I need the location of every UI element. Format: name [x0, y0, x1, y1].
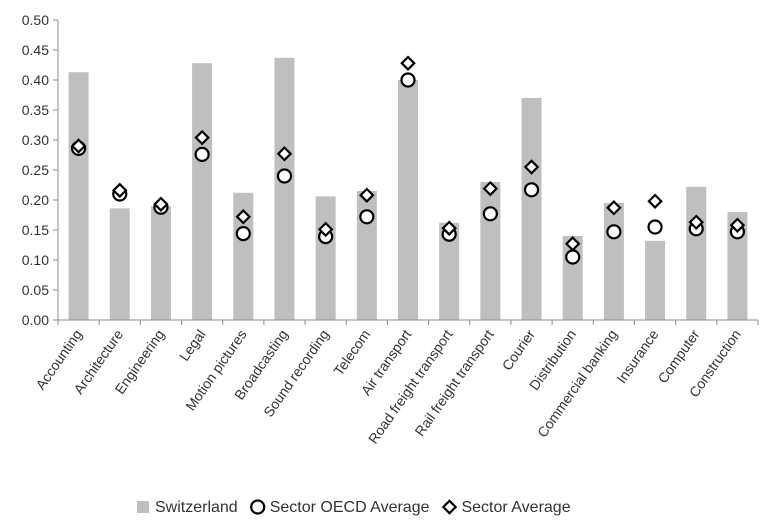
diamond-marker [359, 187, 375, 203]
x-tick-label: Rail freight transport [411, 326, 496, 439]
bar [439, 222, 460, 320]
circle-marker [276, 168, 293, 184]
diamond-marker [235, 209, 252, 225]
legend-label: Switzerland [155, 499, 238, 516]
diamond-marker [523, 159, 540, 175]
marker-series [70, 55, 746, 265]
y-tick-label: 0.15 [22, 222, 49, 238]
legend-label: Sector Average [461, 499, 570, 516]
bar [398, 80, 418, 320]
diamond-marker [153, 196, 169, 212]
x-tick-label: Legal [176, 327, 209, 364]
diamond-marker [482, 180, 499, 197]
bar [274, 57, 295, 321]
diamond-marker [441, 499, 458, 515]
bar [356, 191, 377, 320]
diamond-marker [112, 182, 128, 199]
bar [192, 63, 213, 320]
diamond-marker [606, 200, 622, 216]
y-tick-label: 0.25 [22, 162, 49, 178]
legend-item: Sector Average [441, 499, 571, 516]
circle-marker [482, 206, 498, 222]
legend-label: Sector OECD Average [270, 499, 430, 516]
diamond-marker [276, 146, 293, 162]
bar [315, 196, 336, 320]
diamond-marker [70, 138, 87, 154]
bar [521, 98, 542, 320]
bar-series [68, 57, 748, 321]
diamond-marker [441, 220, 457, 236]
circle-marker [359, 209, 375, 225]
bar [68, 72, 89, 320]
y-tick-label: 0.05 [22, 282, 49, 298]
y-tick-label: 0.50 [22, 12, 49, 28]
circle-marker [523, 182, 540, 198]
bar [480, 182, 501, 320]
bar [109, 208, 130, 320]
bar [233, 192, 254, 320]
diamond-marker [194, 129, 210, 146]
circle-marker [647, 219, 663, 235]
diamond-marker [317, 221, 334, 238]
x-tick-label: Telecom [330, 327, 373, 379]
x-tick-label: Courier [499, 326, 539, 373]
y-tick-label: 0.00 [22, 312, 49, 328]
x-tick-label: Commercial banking [534, 327, 620, 441]
legend-item: Switzerland [137, 499, 238, 516]
y-tick-label: 0.10 [22, 252, 49, 268]
y-axis: 0.00 0.05 0.10 0.15 0.20 0.25 0.30 0.35 0.40 0.45… [22, 12, 59, 328]
diamond-marker [400, 55, 416, 71]
circle-marker [606, 224, 622, 240]
y-tick-label: 0.45 [22, 42, 49, 58]
bar [603, 203, 624, 320]
legend-swatch [137, 501, 149, 513]
legend: Switzerland Sector OECD Average Sector Ave… [137, 499, 571, 516]
circle-marker [400, 72, 416, 88]
legend-item: Sector OECD Average [250, 499, 430, 516]
circle-marker [250, 499, 266, 515]
diamond-marker [564, 236, 581, 252]
y-tick-label: 0.35 [22, 102, 49, 118]
y-tick-label: 0.40 [22, 72, 49, 88]
circle-marker [194, 146, 210, 162]
bar [727, 212, 748, 320]
diamond-marker [688, 214, 704, 230]
circle-marker [565, 249, 581, 265]
bar [645, 240, 666, 320]
circle-marker [235, 226, 251, 242]
bar [686, 186, 707, 320]
diamond-marker [729, 217, 746, 233]
diamond-marker [647, 193, 663, 209]
y-tick-label: 0.30 [22, 132, 49, 148]
bar [150, 206, 171, 320]
y-tick-label: 0.20 [22, 192, 49, 208]
